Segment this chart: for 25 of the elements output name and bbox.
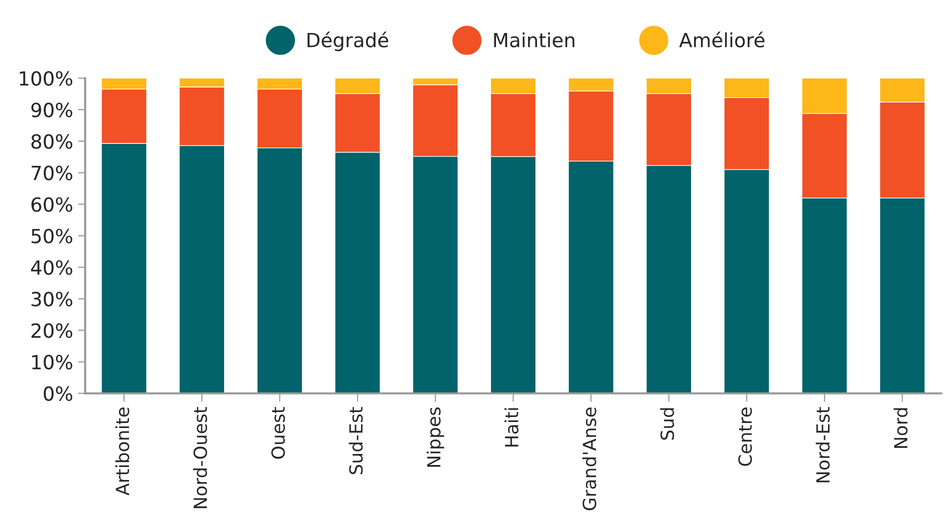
y-tick-label: 70% [32,166,72,180]
x-tick-label: Haiti [504,408,518,447]
x-tick-label: Artibonite [115,408,130,496]
x-tick-label: Centre [738,408,752,466]
y-tick-label: 80% [31,134,72,149]
y-tick-label: 30% [32,292,72,306]
y-tick-label: 0% [44,386,72,402]
x-tick-label: Nord-Est [816,406,830,482]
x-tick-label: Nord-Ouest [193,406,208,508]
y-tick-label: 40% [31,260,72,275]
x-tick-label: Ouest [271,406,285,459]
y-tick-label: 20% [32,323,72,338]
legend-label: Dégradé [308,32,388,52]
x-tick-label: Sud-Est [348,406,363,474]
x-tick-label: Nippes [426,407,444,467]
y-tick-label: 60% [31,197,72,212]
legend-label: Amélioré [679,32,764,48]
x-tick-label: Nord [894,408,908,448]
x-tick-label: Grand'Anse [582,408,596,510]
legend-label: Maintien [494,32,574,48]
y-tick-label: 10% [32,354,72,370]
y-tick-label: 100% [20,71,72,86]
y-tick-label: 50% [32,228,72,244]
x-tick-label: Sud [660,408,674,440]
y-tick-label: 90% [31,102,72,118]
